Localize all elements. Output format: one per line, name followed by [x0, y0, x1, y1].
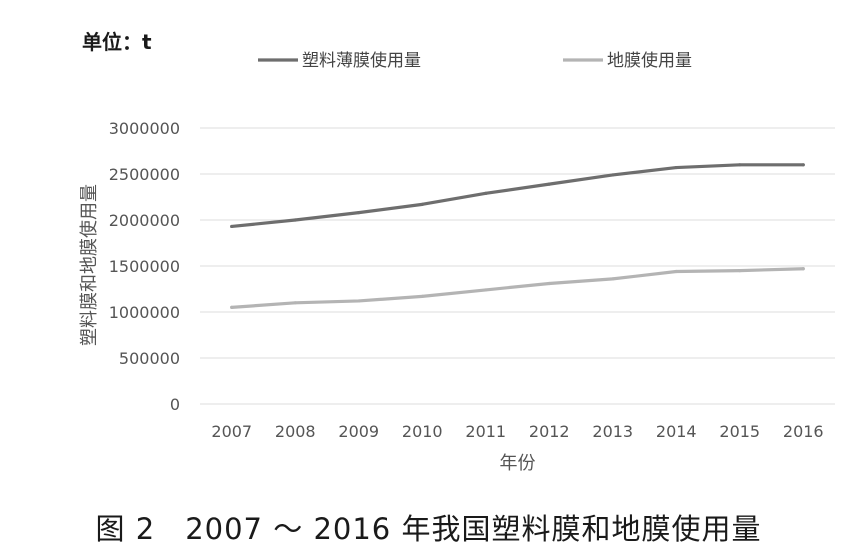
y-axis-title: 塑料膜和地膜使用量	[79, 184, 100, 346]
data-point	[674, 165, 678, 170]
x-tick-label: 2012	[529, 422, 570, 441]
data-point	[484, 191, 488, 195]
data-point	[738, 269, 742, 273]
y-tick-label: 1000000	[109, 303, 180, 322]
data-point	[674, 269, 678, 274]
data-point	[611, 277, 615, 281]
data-point	[547, 182, 551, 186]
series-line	[230, 267, 805, 309]
x-tick-label: 2011	[465, 422, 506, 441]
data-point	[611, 173, 615, 177]
y-tick-label: 2500000	[109, 165, 180, 184]
data-point	[293, 301, 297, 305]
x-tick-label: 2010	[402, 422, 443, 441]
x-tick-label: 2008	[275, 422, 316, 441]
data-point	[484, 288, 488, 292]
x-tick-label: 2013	[592, 422, 633, 441]
data-point	[801, 163, 805, 167]
data-point	[420, 294, 424, 298]
data-point	[357, 299, 361, 303]
data-point	[230, 305, 234, 309]
line-chart: 0 500000 1000000 1500000 2000000 2500000 30000…	[79, 50, 835, 474]
y-tick-label: 0	[170, 395, 180, 414]
x-tick-label: 2014	[656, 422, 697, 441]
x-tick-label: 2015	[719, 422, 760, 441]
y-tick-label: 2000000	[109, 211, 180, 230]
x-tick-label: 2016	[783, 422, 824, 441]
data-point	[230, 224, 234, 229]
x-tick-label: 2007	[211, 422, 252, 441]
data-point	[420, 202, 424, 206]
data-point	[801, 267, 805, 271]
y-tick-label: 500000	[119, 349, 180, 368]
data-point	[738, 163, 742, 167]
series-line	[230, 163, 805, 229]
x-axis-title: 年份	[500, 453, 536, 474]
data-point	[547, 281, 551, 286]
figure-caption: 图 2 2007 ～ 2016 年我国塑料膜和地膜使用量	[95, 512, 762, 546]
legend-label: 塑料薄膜使用量	[302, 50, 421, 71]
y-tick-label: 3000000	[109, 119, 180, 138]
unit-label: 单位：t	[82, 30, 152, 54]
data-point	[293, 218, 297, 222]
y-tick-label: 1500000	[109, 257, 180, 276]
legend-label: 地膜使用量	[607, 50, 692, 71]
x-tick-label: 2009	[338, 422, 379, 441]
data-point	[357, 211, 361, 215]
